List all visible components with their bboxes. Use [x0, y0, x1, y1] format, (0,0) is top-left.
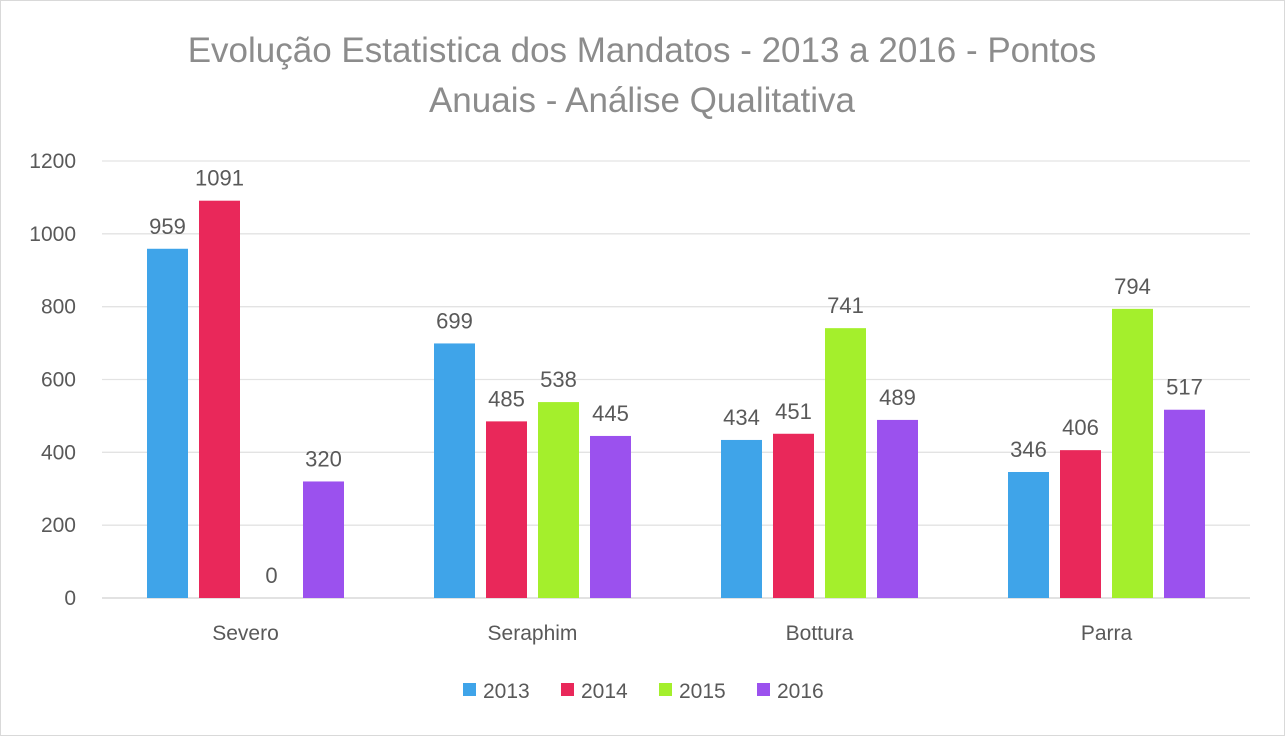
x-tick-label: Parra [1081, 622, 1133, 645]
chart-title-line-2: Anuais - Análise Qualitativa [429, 81, 856, 120]
data-label: 346 [1010, 437, 1047, 462]
legend-label: 2013 [483, 680, 530, 703]
legend-label: 2015 [679, 680, 726, 703]
x-tick-label: Seraphim [488, 622, 578, 645]
data-label: 406 [1062, 415, 1099, 440]
y-tick-label: 0 [64, 587, 76, 610]
bar-2013-bottura [721, 439, 762, 598]
data-label: 451 [775, 399, 812, 424]
bar-2015-seraphim [538, 402, 579, 598]
bar-2015-bottura [825, 328, 866, 598]
chart-title-line-1: Evolução Estatistica dos Mandatos - 2013… [188, 31, 1097, 70]
legend-swatch-2016 [757, 683, 770, 696]
data-label: 445 [592, 401, 629, 426]
bar-2015-parra [1112, 308, 1153, 598]
y-tick-label: 1000 [29, 223, 76, 246]
y-tick-label: 400 [41, 441, 76, 464]
data-label: 1091 [195, 166, 244, 191]
data-label: 959 [149, 214, 186, 239]
legend-swatch-2014 [561, 683, 574, 696]
bar-2016-seraphim [590, 435, 631, 598]
x-tick-label: Bottura [786, 622, 854, 645]
legend-label: 2014 [581, 680, 628, 703]
y-tick-label: 600 [41, 369, 76, 392]
legend-label: 2016 [777, 680, 824, 703]
bar-2013-seraphim [434, 343, 475, 598]
bar-2016-parra [1164, 409, 1205, 598]
y-tick-label: 1200 [29, 150, 76, 173]
data-label: 699 [436, 308, 473, 333]
bar-2016-severo [303, 481, 344, 598]
bar-2014-bottura [773, 433, 814, 598]
bar-2013-severo [147, 248, 188, 598]
legend-swatch-2013 [463, 683, 476, 696]
data-label: 434 [723, 405, 760, 430]
legend-swatch-2015 [659, 683, 672, 696]
data-label: 485 [488, 386, 525, 411]
bar-2014-severo [199, 200, 240, 599]
data-label: 320 [305, 446, 342, 471]
bar-2013-parra [1008, 471, 1049, 598]
data-label: 517 [1166, 375, 1203, 400]
x-tick-label: Severo [212, 622, 279, 645]
data-label: 0 [265, 563, 277, 588]
bar-2014-parra [1060, 450, 1101, 598]
bar-2016-bottura [877, 419, 918, 598]
y-tick-label: 800 [41, 296, 76, 319]
y-tick-label: 200 [41, 514, 76, 537]
data-label: 794 [1114, 274, 1151, 299]
data-label: 741 [827, 293, 864, 318]
data-label: 538 [540, 367, 577, 392]
data-label: 489 [879, 385, 916, 410]
bar-2014-seraphim [486, 421, 527, 598]
